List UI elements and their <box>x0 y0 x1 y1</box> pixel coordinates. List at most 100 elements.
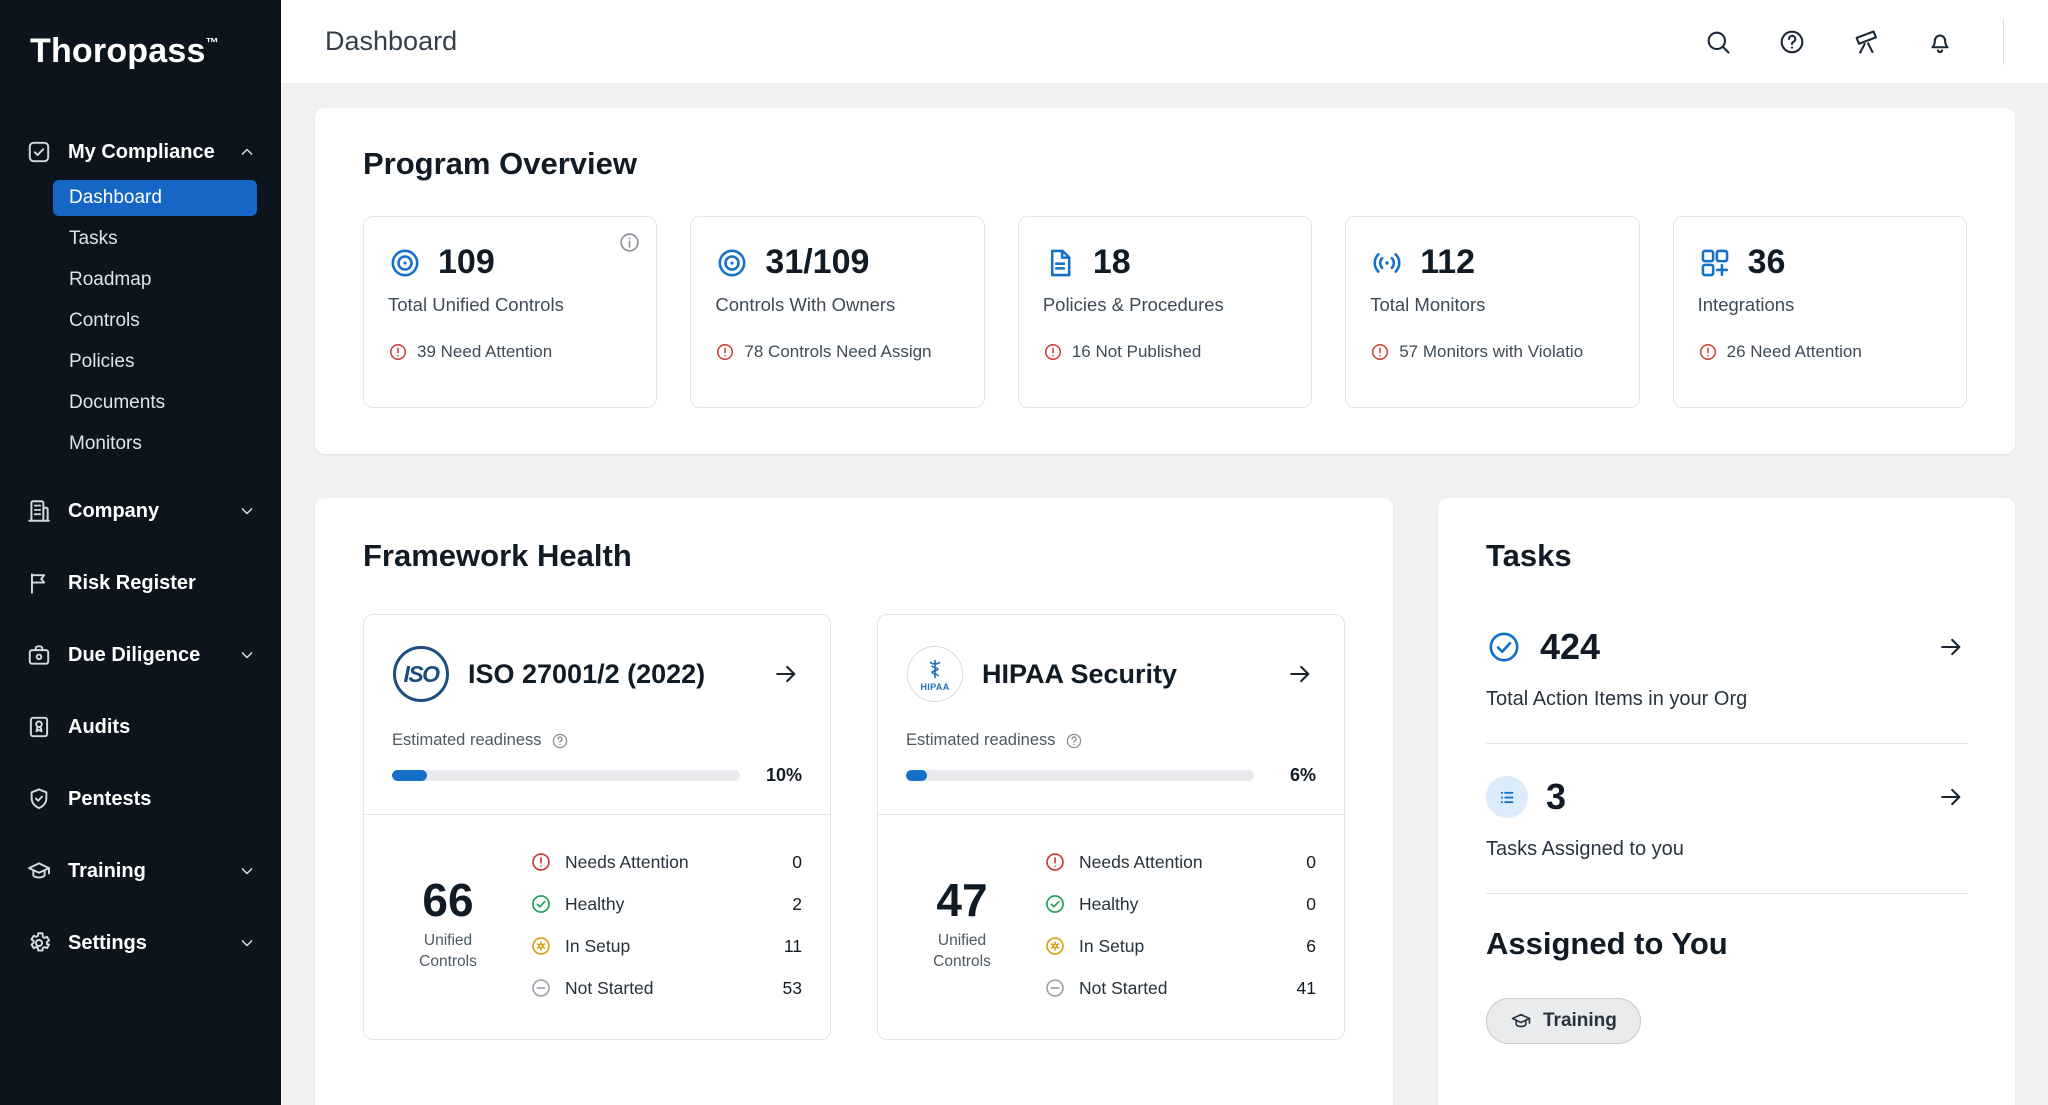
readiness-percent: 10% <box>765 765 802 785</box>
chevron-down-icon <box>237 645 257 665</box>
readiness-progress-track <box>906 770 1254 781</box>
stat-label: Total Monitors <box>1370 294 1486 315</box>
bell-icon <box>1926 28 1954 56</box>
status-label: Not Started <box>1079 977 1168 998</box>
hipaa-logo-text: HIPAA <box>920 681 950 692</box>
sidebar-item-tasks[interactable]: Tasks <box>53 221 257 257</box>
status-label: Not Started <box>565 977 654 998</box>
arrow-right-icon[interactable] <box>1937 632 1967 662</box>
sidebar-item-label: Due Diligence <box>68 643 201 666</box>
task-total-action-items[interactable]: 424 Total Action Items in your Org <box>1486 626 1967 711</box>
stat-alert-text: 16 Not Published <box>1071 342 1202 361</box>
sidebar-item-risk-register[interactable]: Risk Register <box>0 560 281 606</box>
page-title: Dashboard <box>325 26 458 56</box>
sidebar-item-label: Dashboard <box>69 187 162 208</box>
in-setup-icon <box>530 935 552 957</box>
question-circle-icon[interactable] <box>551 732 569 750</box>
task-value: 3 <box>1546 776 1567 817</box>
tour-button[interactable] <box>1849 25 1883 59</box>
framework-card-iso[interactable]: ISO ISO 27001/2 (2022) Estimated readine… <box>363 614 831 1040</box>
readiness-progress-fill <box>906 770 927 781</box>
stat-value: 18 <box>1092 243 1131 281</box>
sidebar-item-documents[interactable]: Documents <box>53 385 257 421</box>
sidebar-item-label: Roadmap <box>69 269 152 290</box>
stat-card-total-monitors[interactable]: 112 Total Monitors 57 Monitors with Viol… <box>1345 216 1640 408</box>
sidebar-item-label: Pentests <box>68 787 152 810</box>
sidebar-item-policies[interactable]: Policies <box>53 344 257 380</box>
arrow-right-icon[interactable] <box>1937 782 1967 812</box>
sidebar-item-roadmap[interactable]: Roadmap <box>53 262 257 298</box>
stat-label: Policies & Procedures <box>1042 294 1224 315</box>
program-overview-card: Program Overview 109 Total Unified Contr… <box>315 108 2015 454</box>
task-assigned-to-you-count[interactable]: 3 Tasks Assigned to you <box>1486 776 1967 861</box>
framework-name: ISO 27001/2 (2022) <box>468 658 706 689</box>
assigned-to-you-heading: Assigned to You <box>1486 926 1728 961</box>
sidebar-item-company[interactable]: Company <box>0 488 281 534</box>
topbar: Dashboard <box>281 0 2048 84</box>
status-value: 0 <box>792 851 802 872</box>
iso-logo-text: ISO <box>403 660 440 687</box>
sidebar-item-controls[interactable]: Controls <box>53 303 257 339</box>
stat-card-total-unified-controls[interactable]: 109 Total Unified Controls 39 Need Atten… <box>363 216 658 408</box>
arrow-right-icon[interactable] <box>1286 659 1316 689</box>
content: Program Overview 109 Total Unified Contr… <box>281 84 2048 1105</box>
stat-card-controls-with-owners[interactable]: 31/109 Controls With Owners 78 Controls … <box>690 216 985 408</box>
stat-card-policies-procedures[interactable]: 18 Policies & Procedures 16 Not Publishe… <box>1017 216 1313 408</box>
status-label: Healthy <box>565 893 625 914</box>
target-icon <box>715 246 749 280</box>
brand-logo-text: Thoropass <box>30 32 206 70</box>
help-button[interactable] <box>1775 25 1809 59</box>
sidebar-item-label: Controls <box>69 310 140 331</box>
stat-alert-text: 78 Controls Need Assign <box>744 342 932 361</box>
healthy-icon <box>1044 893 1066 915</box>
unified-controls-value: 66 <box>422 874 474 927</box>
caduceus-icon <box>923 657 947 681</box>
sidebar-item-due-diligence[interactable]: Due Diligence <box>0 632 281 678</box>
compliance-check-icon <box>26 139 52 165</box>
framework-card-hipaa[interactable]: HIPAA HIPAA Security Estimated readiness <box>877 614 1345 1040</box>
sidebar-item-dashboard[interactable]: Dashboard <box>53 180 257 216</box>
sidebar-item-audits[interactable]: Audits <box>0 704 281 750</box>
sidebar-item-my-compliance[interactable]: My Compliance <box>0 129 281 175</box>
training-chip-label: Training <box>1543 1010 1617 1031</box>
chevron-down-icon <box>237 933 257 953</box>
search-icon <box>1704 28 1732 56</box>
stat-label: Total Unified Controls <box>388 294 564 315</box>
sidebar-item-label: My Compliance <box>68 140 215 163</box>
chevron-down-icon <box>237 861 257 881</box>
help-icon <box>1778 28 1806 56</box>
flag-icon <box>26 570 52 596</box>
sidebar-item-label: Risk Register <box>68 571 196 594</box>
alert-icon <box>1043 342 1063 362</box>
telescope-icon <box>1852 28 1880 56</box>
task-label: Total Action Items in your Org <box>1486 688 1748 710</box>
status-value: 0 <box>1306 851 1316 872</box>
unified-controls-value: 47 <box>936 874 988 927</box>
arrow-right-icon[interactable] <box>772 659 802 689</box>
sidebar-item-training[interactable]: Training <box>0 848 281 894</box>
tasks-card: Tasks 424 Total Action Items in your Org <box>1438 498 2015 1105</box>
monitors-radar-icon <box>1370 246 1404 280</box>
briefcase-icon <box>26 642 52 668</box>
status-value: 0 <box>1306 893 1316 914</box>
my-compliance-subnav: Dashboard Tasks Roadmap Controls Policie… <box>0 180 281 462</box>
status-row-healthy: Healthy 2 <box>530 883 802 925</box>
sidebar-item-monitors[interactable]: Monitors <box>53 426 257 462</box>
sidebar-item-pentests[interactable]: Pentests <box>0 776 281 822</box>
status-value: 11 <box>783 935 802 956</box>
notifications-button[interactable] <box>1923 25 1957 59</box>
brand-logo[interactable]: Thoropass™ <box>0 0 281 71</box>
shield-check-icon <box>26 786 52 812</box>
sidebar-item-label: Training <box>68 859 146 882</box>
readiness-label: Estimated readiness <box>392 731 542 749</box>
stat-label: Controls With Owners <box>715 294 896 315</box>
training-chip[interactable]: Training <box>1486 998 1641 1044</box>
info-icon[interactable] <box>618 229 644 255</box>
stat-card-integrations[interactable]: 36 Integrations 26 Need Attention <box>1672 216 1968 408</box>
status-label: In Setup <box>565 935 631 956</box>
graduation-cap-icon <box>26 858 52 884</box>
not-started-icon <box>1044 977 1066 999</box>
question-circle-icon[interactable] <box>1065 732 1083 750</box>
sidebar-item-settings[interactable]: Settings <box>0 920 281 966</box>
search-button[interactable] <box>1701 25 1735 59</box>
